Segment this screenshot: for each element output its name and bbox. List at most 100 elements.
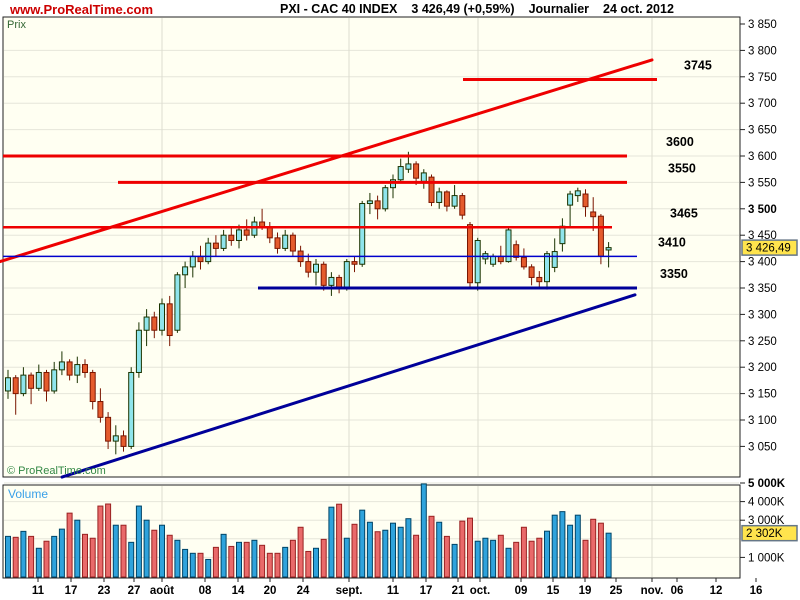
instrument-name: PXI - CAC 40 INDEX: [280, 2, 398, 16]
price-axis-label: 3 450: [748, 230, 777, 242]
volume-bar: [51, 535, 58, 578]
candle: [12, 377, 19, 395]
price-axis-label: 3 600: [748, 151, 777, 163]
candle: [574, 190, 581, 197]
candle: [189, 255, 196, 268]
candle: [359, 203, 366, 265]
candle: [220, 234, 227, 249]
level-label: 3550: [668, 161, 696, 175]
date-label: 17: [65, 585, 78, 597]
volume-bar: [397, 526, 404, 578]
date-label: 25: [610, 585, 623, 597]
volume-bar: [243, 541, 250, 578]
candle: [497, 255, 504, 263]
volume-bar: [112, 524, 119, 578]
volume-bar: [297, 526, 304, 578]
candle: [82, 364, 88, 373]
trendline[interactable]: [60, 293, 637, 479]
brand-link[interactable]: www.ProRealTime.com: [10, 2, 154, 17]
volume-bar: [189, 552, 196, 578]
candle: [20, 374, 27, 395]
candle: [28, 374, 35, 389]
volume-bar: [490, 539, 497, 578]
price-axis-label: 3 550: [748, 177, 777, 189]
date-label: 27: [128, 585, 141, 597]
candle: [336, 276, 343, 289]
last-price: 3 426,49 (+0,59%): [411, 2, 515, 16]
date-label-month: août: [150, 585, 174, 597]
candle: [551, 251, 558, 268]
volume-bar: [559, 511, 566, 578]
volume-bar: [574, 514, 581, 578]
candle: [513, 244, 520, 258]
candle: [397, 166, 404, 181]
candle: [320, 263, 327, 286]
volume-bar: [282, 546, 289, 578]
price-panel-label: Prix: [7, 19, 26, 31]
level-label: 3350: [660, 267, 688, 281]
periodicity[interactable]: Journalier: [528, 2, 590, 16]
volume-bar: [305, 550, 312, 578]
candle: [590, 211, 597, 218]
last-volume-badge-text: 2 302K: [746, 528, 783, 540]
volume-bar: [151, 529, 158, 578]
date-label-month: oct.: [470, 585, 490, 597]
volume-bar: [20, 530, 27, 578]
date-label: 08: [199, 585, 212, 597]
chart-date: 24 oct. 2012: [603, 2, 674, 16]
candle: [43, 371, 50, 392]
date-label: 12: [710, 585, 723, 597]
price-panel[interactable]: [2, 16, 741, 478]
candle: [405, 163, 412, 170]
date-label: 24: [297, 585, 310, 597]
volume-bar: [205, 558, 212, 578]
candle: [274, 237, 281, 249]
candle: [382, 187, 389, 210]
volume-bar: [66, 512, 73, 578]
volume-bar: [43, 540, 50, 578]
volume-bar: [143, 519, 150, 578]
date-label-month: sept.: [336, 585, 363, 597]
candle: [366, 200, 373, 205]
price-axis-label: 3 650: [748, 125, 777, 137]
volume-bar: [105, 503, 112, 578]
date-label: 14: [232, 585, 245, 597]
date-label: 20: [264, 585, 277, 597]
price-axis-label: 3 500: [748, 204, 777, 216]
candle: [51, 369, 58, 392]
volume-bar: [135, 505, 142, 578]
volume-bar: [89, 537, 96, 578]
level-label: 3465: [670, 206, 698, 220]
volume-axis-label: 3 000K: [748, 515, 785, 527]
volume-bar: [420, 483, 427, 578]
volume-bar: [259, 544, 266, 578]
volume-axis-label: 1 000K: [748, 552, 785, 564]
price-axis-label: 3 700: [748, 98, 777, 110]
volume-bar: [590, 518, 597, 578]
price-axis-label: 3 300: [748, 309, 777, 321]
price-axis-label: 3 750: [748, 72, 777, 84]
volume-bar: [289, 539, 296, 578]
level-label: 3410: [658, 235, 686, 249]
candle: [212, 242, 219, 249]
chart-title: PXI - CAC 40 INDEX 3 426,49 (+0,59%) Journ…: [280, 2, 688, 16]
candle: [74, 364, 81, 376]
candle: [228, 234, 235, 241]
candle: [174, 274, 181, 331]
candle: [282, 234, 289, 249]
candle: [474, 239, 481, 284]
candle: [120, 435, 127, 447]
candle: [582, 193, 589, 208]
candle: [105, 416, 112, 442]
volume-bar: [74, 519, 81, 578]
candle: [151, 316, 158, 331]
volume-bar: [413, 534, 420, 578]
volume-bar: [467, 517, 473, 578]
volume-bar: [436, 521, 443, 578]
candle: [135, 329, 142, 373]
volume-bar: [97, 505, 104, 578]
volume-bar: [551, 514, 558, 578]
date-label: 09: [515, 585, 528, 597]
